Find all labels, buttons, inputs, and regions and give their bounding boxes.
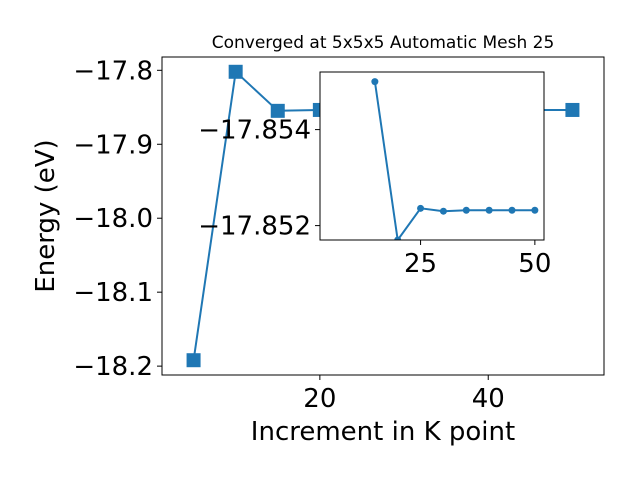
inset-data-point (417, 204, 425, 212)
inset-x-tick-label: 50 (518, 249, 551, 279)
main-data-point (228, 64, 243, 79)
y-axis-label: Energy (eV) (31, 139, 61, 292)
inset-data-point (394, 236, 402, 240)
main-plot-frame (161, 56, 605, 376)
main-data-point (565, 102, 580, 117)
inset-series-line (373, 81, 535, 240)
inset-data-point (531, 206, 539, 214)
main-y-tick-label: −17.8 (73, 56, 153, 86)
main-x-tick-label: 40 (472, 384, 505, 414)
inset-x-tick-label: 25 (404, 249, 437, 279)
main-y-tick-label: −18.0 (73, 204, 153, 234)
main-data-point (186, 353, 201, 368)
inset-data-point (371, 78, 379, 86)
main-y-tick-label: −17.9 (73, 130, 153, 160)
inset-data-point (508, 206, 516, 214)
main-y-tick-label: −18.1 (73, 278, 153, 308)
main-data-point (270, 103, 285, 118)
inset-data-point (462, 206, 470, 214)
inset-y-tick-label: −17.852 (198, 212, 311, 242)
inset-plot-frame (319, 71, 545, 241)
main-x-tick-label: 20 (303, 384, 336, 414)
inset-data-point (439, 207, 447, 215)
inset-background (320, 72, 544, 240)
inset-data-point (485, 206, 493, 214)
chart-title: Converged at 5x5x5 Automatic Mesh 25 (212, 33, 555, 53)
inset-y-tick-label: −17.854 (198, 116, 311, 146)
x-axis-label: Increment in K point (251, 417, 515, 447)
main-y-tick-label: −18.2 (73, 352, 153, 382)
